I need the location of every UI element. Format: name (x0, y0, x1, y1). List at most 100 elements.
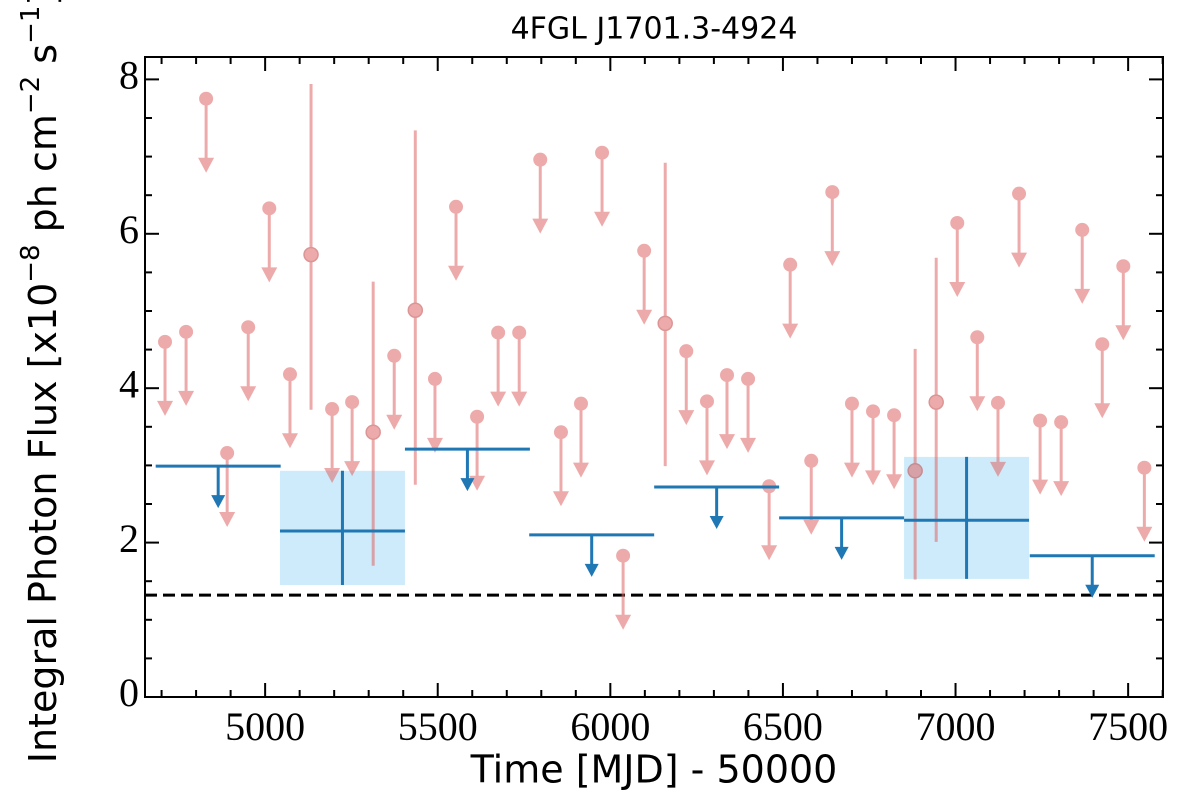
upper-limit-arrow (761, 545, 778, 561)
upper-limit (824, 185, 841, 267)
y-axis-label-part: ph cm (21, 114, 65, 244)
upper-limit-arrow (1094, 403, 1111, 419)
upper-limit-point (199, 91, 214, 106)
detection-point (365, 424, 381, 440)
upper-limit-arrow (572, 462, 589, 478)
upper-limit (1115, 259, 1132, 341)
upper-limit (989, 395, 1006, 477)
detection (365, 281, 381, 566)
upper-limit (865, 404, 882, 486)
upper-limit-arrow (511, 391, 528, 407)
upper-limit-point (282, 367, 297, 382)
upper-limit-point (179, 324, 194, 339)
upper-limit-arrow (198, 157, 215, 173)
upper-limit-arrow (678, 410, 695, 426)
upper-limit-point (866, 404, 881, 419)
upper-limit-arrow (281, 433, 298, 449)
detection-point (657, 315, 673, 332)
upper-limit-arrow (386, 414, 403, 430)
bin-upper-limit-arrow (709, 516, 724, 530)
upper-limit-point (345, 395, 360, 410)
upper-limit (698, 394, 715, 476)
upper-limit-arrow (490, 391, 507, 407)
upper-limit-arrow (448, 265, 465, 281)
upper-limit (1011, 186, 1028, 268)
upper-limit-point (449, 199, 464, 214)
upper-limit-arrow (532, 218, 549, 234)
upper-limit-point (950, 215, 965, 230)
upper-limit (386, 348, 403, 430)
upper-limit (678, 344, 695, 426)
detection (907, 348, 923, 580)
upper-limit-arrow (989, 461, 1006, 477)
upper-limit-point (220, 446, 235, 461)
upper-limit-arrow (552, 491, 569, 507)
upper-limit-arrow (886, 474, 903, 490)
upper-limit-point (1012, 186, 1027, 201)
plot-frame (144, 56, 1164, 698)
bin-upper-limit-arrow (211, 495, 226, 509)
detection (657, 162, 673, 467)
upper-limit-arrow (219, 512, 236, 528)
upper-limit (615, 548, 632, 630)
x-axis-label: Time [MJD] - 50000 (470, 748, 838, 792)
upper-limit-point (1137, 460, 1152, 475)
upper-limit-point (491, 325, 506, 340)
chart-title: 4FGL J1701.3-4924 (511, 12, 798, 47)
upper-limit (426, 371, 443, 453)
upper-limit-point (241, 320, 256, 335)
upper-limit-point (427, 371, 442, 386)
upper-limit-point (1095, 337, 1110, 352)
upper-limit-point (720, 368, 735, 383)
upper-limit (281, 367, 298, 449)
upper-limit (719, 368, 736, 450)
upper-limit (740, 371, 757, 453)
upper-limit-point (387, 348, 402, 363)
upper-limit-point (158, 334, 173, 349)
detection-point (907, 463, 923, 479)
upper-limit (782, 257, 799, 339)
upper-limit-arrow (324, 468, 341, 484)
y-axis-label-part: Integral Photon Flux [x10 (21, 283, 65, 764)
upper-limit-arrow (824, 251, 841, 267)
x-tick-label: 7500 (1088, 704, 1168, 749)
bin-upper-limit-arrow (584, 563, 599, 577)
upper-limit (1053, 415, 1070, 497)
x-tick-label: 5500 (398, 704, 478, 749)
upper-limit-point (804, 453, 819, 468)
detection (407, 130, 424, 485)
upper-limit (511, 325, 528, 407)
upper-limit (1032, 413, 1049, 495)
y-axis-label: Integral Photon Flux [x10−8 ph cm−2 s−1] (16, 0, 65, 763)
upper-limit-point (637, 243, 652, 258)
x-tick-label: 5000 (225, 704, 305, 749)
upper-limit-point (595, 145, 610, 160)
upper-limit (969, 330, 986, 412)
upper-limit-arrow (843, 462, 860, 478)
upper-limit-point (325, 402, 340, 417)
upper-limit (594, 145, 611, 227)
y-tick-label: 8 (119, 53, 139, 98)
detection (928, 257, 944, 542)
bin-upper-limit-arrow (1085, 584, 1100, 598)
upper-limit-point (741, 371, 756, 386)
upper-limit-arrow (865, 470, 882, 486)
y-axis-label-superscript: −1 (16, 6, 46, 44)
upper-limit-arrow (698, 460, 715, 476)
y-tick-label: 2 (119, 516, 139, 561)
upper-limit-point (970, 330, 985, 345)
upper-limit (886, 408, 903, 490)
upper-limit-arrow (1011, 252, 1028, 268)
y-axis-label-part: s (21, 44, 65, 76)
upper-limit (1136, 460, 1153, 542)
upper-limit-arrow (157, 400, 174, 416)
upper-limit (198, 91, 215, 173)
upper-limit (219, 446, 236, 528)
y-tick-label: 6 (119, 207, 139, 252)
upper-limit (636, 243, 653, 325)
upper-limit (572, 396, 589, 478)
upper-limit-point (1075, 222, 1090, 237)
upper-limit-point (844, 396, 859, 411)
upper-limit-arrow (803, 519, 820, 535)
